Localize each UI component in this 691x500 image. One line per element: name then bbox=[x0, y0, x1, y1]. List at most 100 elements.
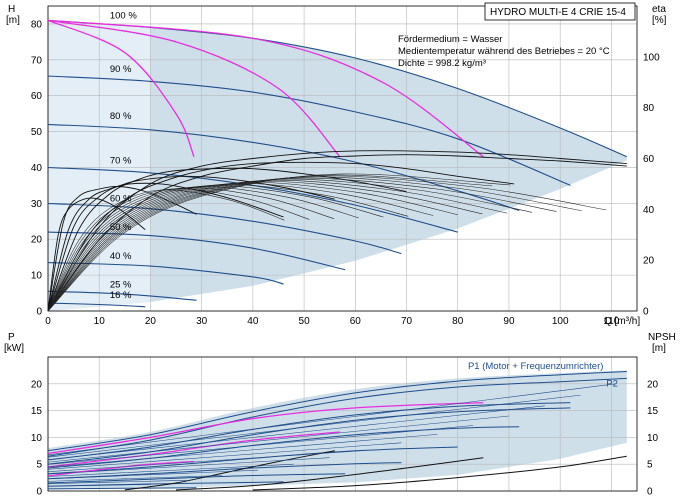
y-tick-label: 0 bbox=[36, 307, 42, 318]
curve-npsh-2 bbox=[175, 457, 484, 491]
curve-npsh-1 bbox=[252, 455, 627, 491]
eta-fan-line bbox=[47, 173, 512, 312]
y-tick-label: 50 bbox=[31, 127, 43, 138]
right-axis-unit-npsh: [m] bbox=[652, 343, 666, 354]
curve-magenta-1 bbox=[47, 19, 195, 157]
plot-frame bbox=[47, 5, 638, 312]
power-fan-line bbox=[47, 415, 510, 463]
p-tick-label: 15 bbox=[31, 406, 43, 417]
curve-pump-50 bbox=[47, 231, 346, 271]
curve-P1-90 bbox=[47, 402, 571, 461]
x-tick-label: 60 bbox=[350, 316, 362, 327]
medium-note: Dichte = 998.2 kg/m³ bbox=[398, 58, 486, 69]
y-tick-label: 80 bbox=[31, 19, 43, 30]
eta-fan-line bbox=[47, 185, 384, 312]
eta-fan-line bbox=[47, 178, 533, 312]
x-tick-label: 10 bbox=[94, 316, 106, 327]
speed-label: 100 % bbox=[110, 10, 137, 21]
curve-pump-90 bbox=[47, 75, 571, 186]
speed-label: 40 % bbox=[110, 251, 132, 262]
y-tick-label: 60 bbox=[31, 91, 43, 102]
speed-label: 50 % bbox=[110, 222, 132, 233]
x-tick-label: 30 bbox=[196, 316, 208, 327]
speed-label: 80 % bbox=[110, 111, 132, 122]
speed-label: 60 % bbox=[110, 193, 132, 204]
power-operating-area bbox=[48, 370, 627, 490]
power-fan-line bbox=[47, 425, 474, 465]
power-fan-line bbox=[47, 469, 259, 480]
p-tick-label: 10 bbox=[31, 433, 43, 444]
p-tick-label: 0 bbox=[36, 487, 42, 498]
eta-fan-line bbox=[47, 177, 557, 312]
curve-eta-main bbox=[47, 154, 627, 312]
y-tick-label: 20 bbox=[31, 235, 43, 246]
title-frame bbox=[484, 2, 636, 21]
left-axis-title-h: H bbox=[8, 4, 15, 15]
curve-P1-25 bbox=[47, 487, 197, 490]
npsh-tick-label: 10 bbox=[647, 433, 659, 444]
eta-tick-label: 60 bbox=[643, 154, 655, 165]
curve-eta-8 bbox=[47, 197, 146, 312]
power-fan-line bbox=[47, 475, 223, 482]
eta-fan-line bbox=[47, 181, 483, 312]
p-tick-label: 20 bbox=[31, 379, 43, 390]
power-fan-line bbox=[47, 434, 438, 468]
y-tick-label: 10 bbox=[31, 271, 43, 282]
speed-label: 16 % bbox=[110, 290, 132, 301]
x-tick-label: 70 bbox=[401, 316, 413, 327]
power-fan-line bbox=[47, 463, 294, 477]
npsh-tick-label: 5 bbox=[647, 460, 653, 471]
eta-fan-line bbox=[47, 182, 458, 312]
eta-fan-line bbox=[47, 189, 285, 312]
eta-fan-line bbox=[47, 175, 607, 312]
eta-fan-line bbox=[47, 186, 359, 312]
power-fan-line bbox=[47, 457, 330, 475]
title-box: HYDRO MULTI-E 4 CRIE 15-4 bbox=[484, 2, 636, 21]
left-axis-unit-h: [m] bbox=[6, 15, 20, 26]
y-tick-label: 40 bbox=[31, 163, 43, 174]
power-fan-line bbox=[47, 383, 617, 456]
eta-fan-line bbox=[47, 187, 335, 312]
curve-P2-100 bbox=[47, 377, 627, 457]
y-tick-label: 70 bbox=[31, 55, 43, 66]
right-axis-title-npsh: NPSH bbox=[648, 332, 676, 343]
curve-pump-80 bbox=[47, 123, 520, 212]
head-flow-panel: 0 10 20 30 40 50 60 70 80 0 20 40 60 80 100 0 10 20 30 40 50… bbox=[31, 2, 660, 327]
curve-eta-6 bbox=[47, 182, 284, 312]
eta-fan-line bbox=[47, 188, 310, 312]
power-npsh-panel: 0 0 5 5 10 10 15 15 20 20 P1 (Motor + Frequenzumri… bbox=[31, 356, 659, 498]
curve-P1-70 bbox=[47, 446, 458, 475]
eta-fan-line bbox=[47, 179, 508, 312]
left-axis-title-p: P bbox=[8, 332, 15, 343]
power-fan-line bbox=[47, 480, 187, 485]
curve-eta-5 bbox=[47, 175, 335, 312]
eta-tick-label: 100 bbox=[643, 52, 660, 63]
x-tick-label: 100 bbox=[552, 316, 569, 327]
power-fan-line bbox=[47, 484, 151, 487]
curve-npsh-3 bbox=[124, 450, 335, 491]
curve-magenta-P-2 bbox=[47, 431, 340, 468]
right-axis-unit-eta: [%] bbox=[652, 15, 667, 26]
eta-tick-label: 0 bbox=[643, 307, 649, 318]
curve-P1-50 bbox=[47, 473, 346, 484]
y-tick-label: 30 bbox=[31, 199, 43, 210]
plot-frame bbox=[47, 356, 638, 492]
x-tick-label: 80 bbox=[452, 316, 464, 327]
npsh-tick-label: 0 bbox=[647, 487, 653, 498]
power-fan-line bbox=[47, 405, 545, 460]
speed-label: 90 % bbox=[110, 64, 132, 75]
x-tick-label: 110 bbox=[603, 316, 619, 327]
power-curve-label: P1 (Motor + Frequenzumrichter) bbox=[468, 361, 603, 372]
eta-fan-line bbox=[47, 174, 493, 312]
npsh-tick-label: 20 bbox=[647, 379, 659, 390]
eta-tick-label: 20 bbox=[643, 256, 655, 267]
x-tick-label: 40 bbox=[247, 316, 259, 327]
curve-P1-80 bbox=[47, 426, 520, 469]
eta-tick-label: 40 bbox=[643, 205, 655, 216]
power-fan-line bbox=[47, 442, 402, 470]
curve-pump-16 bbox=[47, 302, 146, 308]
curve-P2-90 bbox=[47, 407, 571, 465]
x-tick-label: 0 bbox=[45, 316, 51, 327]
curve-magenta-2 bbox=[47, 19, 341, 158]
